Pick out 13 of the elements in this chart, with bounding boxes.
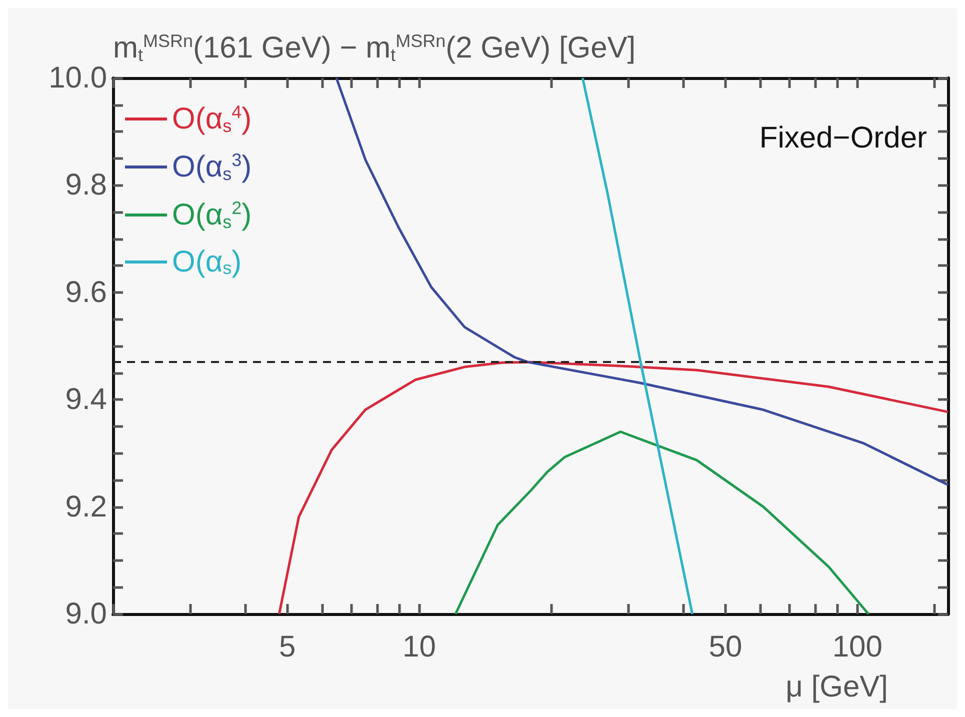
x-tick-label: 50 [708,630,742,664]
y-tick-label: 9.8 [65,168,107,202]
legend-label: O(αs) [172,246,242,278]
annotation: Fixed−Order [759,122,928,154]
x-tick-label: 100 [832,630,882,664]
x-axis-title: μ [GeV] [786,670,888,704]
y-tick-label: 10.0 [48,62,107,94]
y-tick-label: 9.2 [65,490,107,524]
y-tick-label: 9.6 [65,276,107,309]
y-tick-label: 9.0 [65,598,107,630]
y-tick-label: 9.4 [65,383,107,416]
x-tick-label: 10 [402,630,436,664]
x-tick-label: 5 [279,630,296,664]
